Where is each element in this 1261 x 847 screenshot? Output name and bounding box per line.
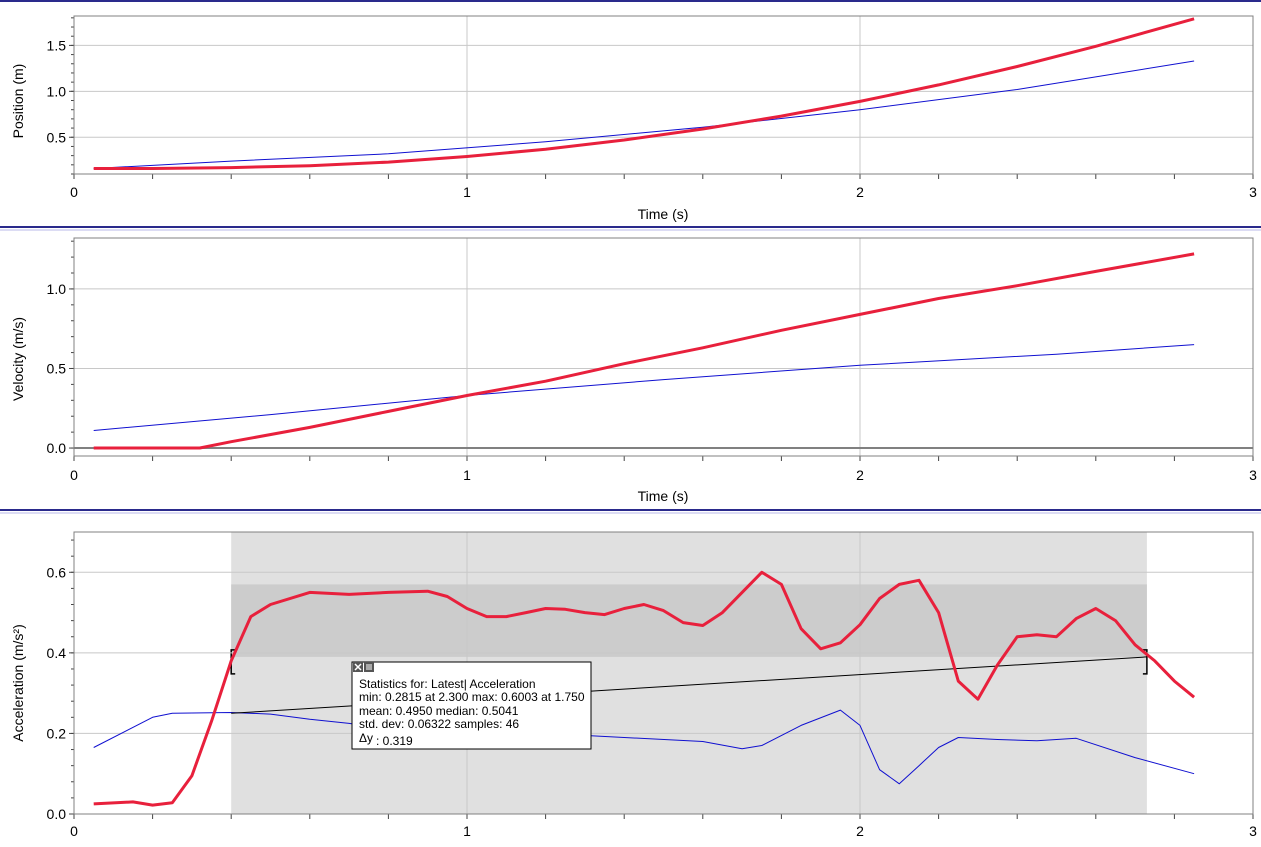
plot-frame [73,237,1254,457]
y-axis-label: Acceleration (m/s²) [10,624,26,741]
series-line-latest [93,570,1196,807]
x-axis-label: Time (s) [638,206,689,222]
plot-frame [73,15,1254,175]
y-tick-label: 0.4 [47,645,67,661]
series-line-run [93,344,1195,431]
x-tick-label: 3 [1249,823,1257,839]
series-line-latest [93,17,1195,170]
selection-end-bracket [1142,649,1148,675]
x-tick-label: 0 [70,823,78,839]
y-tick-label: 0.5 [47,360,67,376]
x-tick-label: 2 [856,184,864,200]
x-tick-label: 0 [70,467,78,483]
menu-icon[interactable] [364,662,374,672]
y-axis-label: Position (m) [10,64,26,139]
y-axis-label: Velocity (m/s) [10,317,26,401]
series-line-run [93,709,1195,785]
y-tick-label: 0.5 [47,129,67,145]
plot-frame [73,531,1254,815]
series-line-run [93,60,1195,169]
std-dev-band [231,584,1147,657]
stats-mean-median: mean: 0.4950 median: 0.5041 [359,704,519,718]
x-tick-label: 2 [856,467,864,483]
statistics-box-frame [351,661,592,750]
stats-delta-value: : 0.319 [376,734,413,748]
x-tick-label: 1 [463,467,471,483]
stats-min-max: min: 0.2815 at 2.300 max: 0.6003 at 1.75… [359,690,585,704]
acceleration-graph[interactable]: 0 1 2 3 0.0 0.2 0.4 0.6 Acceleration (m/s²) Sta… [10,531,1257,839]
y-tick-label: 1.0 [47,281,67,297]
x-tick-label: 3 [1249,184,1257,200]
x-tick-label: 3 [1249,467,1257,483]
close-icon[interactable] [353,662,363,672]
x-tick-label: 2 [856,823,864,839]
position-graph[interactable]: 0 1 2 3 0.5 1.0 1.5 Time (s) Position (m) [10,15,1257,222]
x-axis-label: Time (s) [638,488,689,504]
stats-delta-symbol: Δy [359,731,373,745]
y-tick-label: 0.0 [47,806,67,822]
stats-title: Statistics for: Latest| Acceleration [359,677,536,691]
x-tick-label: 1 [463,823,471,839]
y-tick-label: 0.2 [47,725,67,741]
statistics-box[interactable]: Statistics for: Latest| Acceleration min… [351,661,592,750]
y-tick-label: 0.6 [47,564,67,580]
x-tick-label: 1 [463,184,471,200]
y-tick-label: 1.5 [47,37,67,53]
x-tick-label: 0 [70,184,78,200]
y-tick-label: 0.0 [47,440,67,456]
stats-stddev-samples: std. dev: 0.06322 samples: 46 [359,717,519,731]
series-line-latest [93,252,1195,450]
velocity-graph[interactable]: 0 1 2 3 0.0 0.5 1.0 Time (s) Velocity (m/s) [10,237,1257,504]
y-tick-label: 1.0 [47,83,67,99]
